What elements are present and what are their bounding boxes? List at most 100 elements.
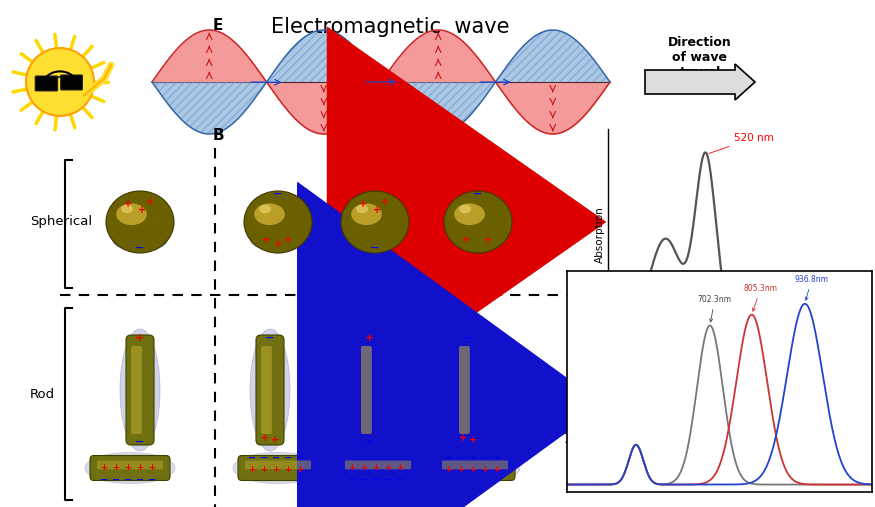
FancyBboxPatch shape [97,460,163,469]
Text: +: + [271,435,279,445]
Text: −: − [445,453,453,463]
Text: +: + [445,465,452,475]
Text: +: + [469,435,477,445]
Text: B: B [213,128,224,143]
Ellipse shape [341,191,409,253]
Text: Direction
of wave
travel: Direction of wave travel [668,36,732,79]
FancyBboxPatch shape [60,75,82,90]
Text: −: − [493,453,501,463]
Ellipse shape [255,203,284,225]
Text: +: + [366,333,374,343]
Text: +: + [348,462,355,472]
Text: −: − [248,453,256,463]
Text: +: + [297,465,304,475]
Text: +: + [493,465,500,475]
FancyBboxPatch shape [238,455,318,481]
Text: −: − [296,453,304,463]
Ellipse shape [250,329,290,451]
Ellipse shape [233,453,323,484]
FancyBboxPatch shape [256,335,284,445]
Text: +: + [396,462,403,472]
Text: 936.8nm: 936.8nm [794,275,829,300]
Text: +: + [373,205,382,215]
Text: Rod: Rod [30,388,55,402]
Text: +: + [101,462,108,472]
Text: +: + [149,462,156,472]
Text: +: + [373,462,380,472]
Text: +: + [113,462,120,472]
FancyBboxPatch shape [131,346,142,434]
Text: −: − [112,475,120,485]
FancyBboxPatch shape [338,455,418,481]
Text: +: + [470,465,477,475]
Text: −: − [473,189,483,199]
FancyBboxPatch shape [435,455,515,481]
Text: −: − [348,475,356,485]
Ellipse shape [459,205,471,213]
Text: −: − [136,475,144,485]
Ellipse shape [351,203,382,225]
Ellipse shape [244,191,312,253]
Ellipse shape [113,231,167,250]
Ellipse shape [116,203,147,225]
Text: +: + [138,205,146,215]
Text: +: + [274,239,282,249]
Text: +: + [284,465,291,475]
Ellipse shape [26,48,94,116]
Text: −: − [136,437,144,447]
Text: −: − [260,453,268,463]
FancyBboxPatch shape [90,455,170,481]
Ellipse shape [448,329,488,451]
FancyBboxPatch shape [35,76,58,91]
Ellipse shape [347,231,402,250]
Text: +: + [124,199,132,209]
Text: −: − [366,437,374,447]
Ellipse shape [333,453,423,484]
Text: +: + [146,197,154,207]
Text: −: − [124,475,132,485]
Ellipse shape [454,203,485,225]
Ellipse shape [430,453,520,484]
Text: +: + [284,235,292,245]
Ellipse shape [251,231,305,250]
Ellipse shape [106,191,174,253]
Text: +: + [459,433,467,443]
Ellipse shape [120,329,160,451]
Text: Longitudinal: Longitudinal [600,313,673,327]
X-axis label: Wavelength: Wavelength [706,342,768,352]
FancyBboxPatch shape [361,346,372,434]
Text: +: + [458,465,465,475]
Ellipse shape [451,231,505,250]
FancyBboxPatch shape [126,335,154,445]
Y-axis label: Absorption: Absorption [595,206,605,263]
Text: 520 nm: 520 nm [709,133,774,154]
Ellipse shape [350,329,390,451]
Text: +: + [484,235,492,245]
Text: +: + [124,462,131,472]
Text: Electromagnetic  wave: Electromagnetic wave [270,17,509,37]
Text: +: + [462,235,470,245]
FancyBboxPatch shape [459,346,470,434]
Text: −: − [100,475,108,485]
Text: −: − [384,475,392,485]
Text: −: − [273,189,283,199]
Text: +: + [248,465,255,475]
Text: +: + [136,462,144,472]
Ellipse shape [121,205,133,213]
FancyBboxPatch shape [454,335,482,445]
Text: +: + [262,235,270,245]
Text: −: − [396,475,404,485]
Text: −: − [272,453,280,463]
Text: +: + [261,433,270,443]
Text: Transverse: Transverse [565,431,629,445]
Ellipse shape [356,205,368,213]
Text: +: + [136,333,144,343]
Text: −: − [481,453,489,463]
Ellipse shape [85,453,175,484]
Text: −: − [372,475,380,485]
Text: −: − [136,243,144,253]
Text: +: + [272,465,279,475]
Text: +: + [360,462,368,472]
Text: 702.3nm: 702.3nm [697,295,731,322]
Text: 805.3nm: 805.3nm [744,284,778,311]
